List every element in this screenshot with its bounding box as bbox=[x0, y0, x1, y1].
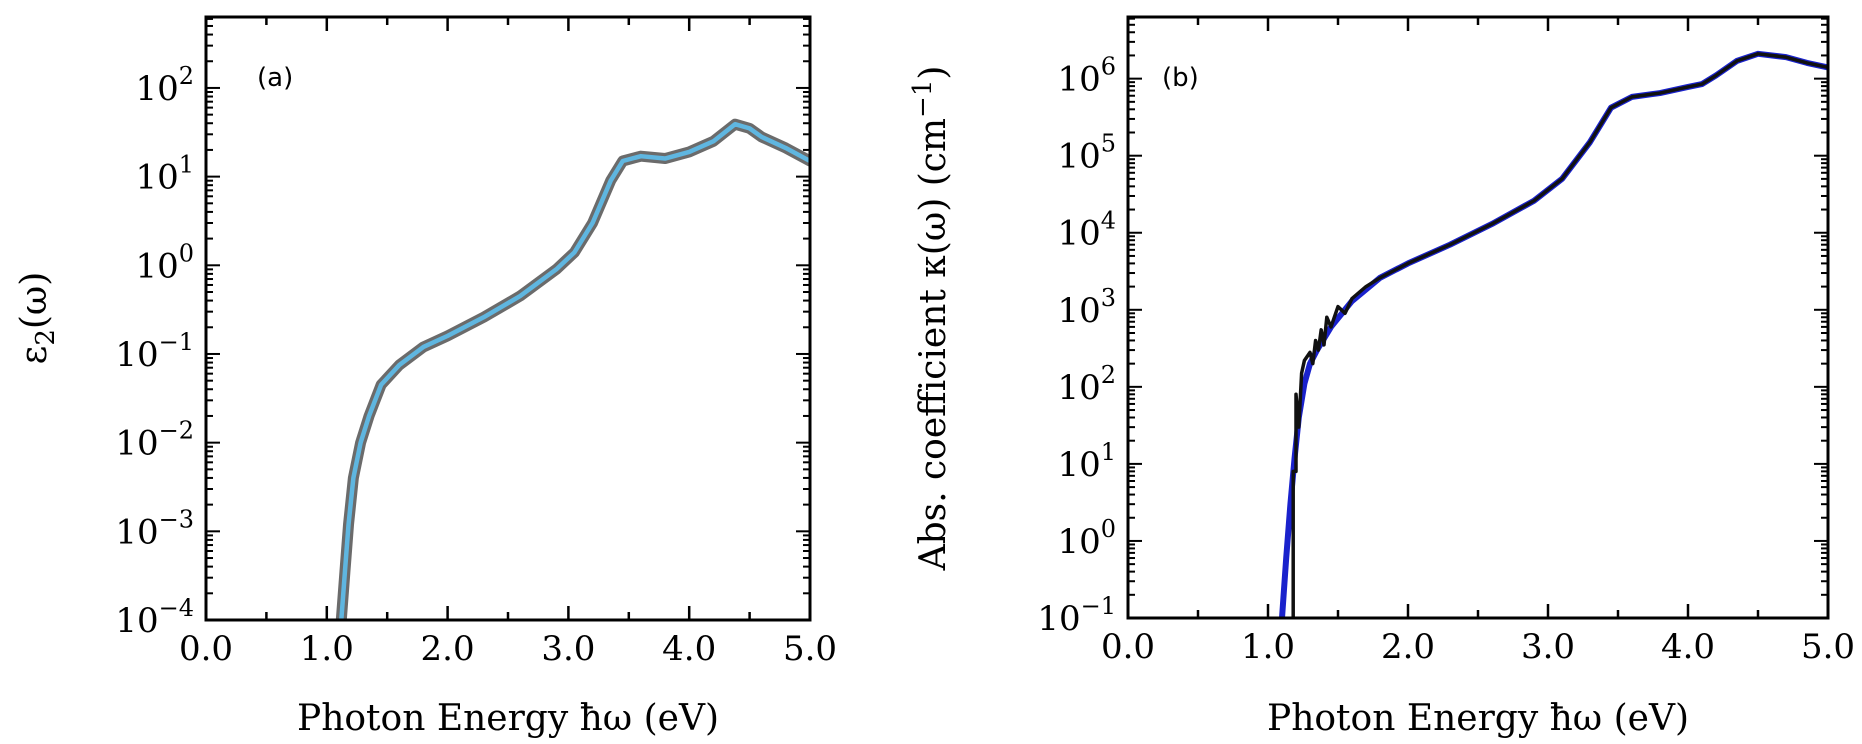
panel-b-ylabel-close: ) bbox=[913, 66, 954, 80]
panel-a-ytick-label: 101 bbox=[135, 151, 194, 198]
panel-a-curves bbox=[335, 118, 810, 620]
panel-a-ytick-label: 10−4 bbox=[115, 594, 194, 641]
panel-b-curves bbox=[1279, 50, 1828, 618]
panel-a-xlabel: Photon Energy ħω (eV) bbox=[297, 698, 719, 739]
panel-a-series-1 bbox=[339, 121, 810, 620]
panel-b-ytick-label: 105 bbox=[1057, 130, 1116, 177]
panel-a-series-0 bbox=[335, 118, 810, 620]
panel-b-series-1 bbox=[1291, 52, 1828, 618]
panel-b: 0.0 1.0 2.0 3.0 4.0 5.0 10−1 100 101 102 103 104 105… bbox=[908, 15, 1855, 739]
panel-a-ylabel: ε2(ω) bbox=[14, 272, 61, 365]
panel-b-ytick-label: 104 bbox=[1057, 207, 1116, 254]
panel-b-xtick-label: 1.0 bbox=[1241, 627, 1295, 667]
panel-a: 0.0 1.0 2.0 3.0 4.0 5.0 10−4 10−3 10−2 10−1 100 101… bbox=[14, 15, 837, 739]
panel-b-ylabel: Abs. coefficient κ(ω) (cm−1) bbox=[908, 66, 954, 572]
panel-a-ytick-label: 100 bbox=[135, 239, 194, 286]
panel-a-ytick-label: 10−1 bbox=[115, 328, 194, 375]
panel-b-series-0 bbox=[1279, 50, 1828, 618]
panel-a-label: (a) bbox=[257, 63, 293, 93]
panel-b-ytick-label: 101 bbox=[1057, 438, 1116, 485]
panel-b-ylabel-sup: −1 bbox=[908, 80, 938, 118]
panel-b-ytick-label: 106 bbox=[1057, 53, 1116, 100]
panel-b-frame bbox=[1126, 15, 1830, 620]
panel-a-xtick-label: 3.0 bbox=[541, 629, 595, 669]
panel-b-label: (b) bbox=[1162, 63, 1199, 93]
panel-a-ylabel-tail: (ω) bbox=[14, 272, 55, 329]
panel-b-ticks: 0.0 1.0 2.0 3.0 4.0 5.0 10−1 100 101 102 103 104 105… bbox=[1037, 17, 1855, 667]
panel-b-xlabel: Photon Energy ħω (eV) bbox=[1267, 698, 1689, 739]
panel-a-ylabel-sub: 2 bbox=[31, 329, 61, 346]
panel-a-frame bbox=[204, 15, 812, 622]
panel-a-ticks: 0.0 1.0 2.0 3.0 4.0 5.0 10−4 10−3 10−2 10−1 100 101… bbox=[115, 17, 837, 669]
panel-a-xtick-label: 5.0 bbox=[783, 629, 837, 669]
panel-a-ytick-label: 10−3 bbox=[115, 505, 194, 552]
panel-b-xtick-label: 3.0 bbox=[1521, 627, 1575, 667]
panel-b-xtick-label: 0.0 bbox=[1101, 627, 1155, 667]
panel-b-ytick-label: 103 bbox=[1057, 284, 1116, 331]
panel-a-xtick-label: 4.0 bbox=[662, 629, 716, 669]
panel-b-ytick-label: 100 bbox=[1057, 515, 1116, 562]
panel-b-ylabel-text: Abs. coefficient κ(ω) (cm bbox=[913, 118, 954, 571]
panel-a-ytick-label: 10−2 bbox=[115, 417, 194, 464]
panel-b-xtick-label: 2.0 bbox=[1381, 627, 1435, 667]
panel-a-xtick-label: 1.0 bbox=[300, 629, 354, 669]
panel-a-ylabel-base: ε bbox=[14, 346, 55, 365]
panel-b-xtick-label: 5.0 bbox=[1801, 627, 1855, 667]
panel-a-ytick-label: 102 bbox=[135, 62, 194, 109]
panel-b-ytick-label: 102 bbox=[1057, 361, 1116, 408]
panel-b-xtick-label: 4.0 bbox=[1661, 627, 1715, 667]
panel-a-xtick-label: 2.0 bbox=[421, 629, 475, 669]
panel-a-xtick-label: 0.0 bbox=[179, 629, 233, 669]
panel-b-ytick-label: 10−1 bbox=[1037, 592, 1116, 639]
